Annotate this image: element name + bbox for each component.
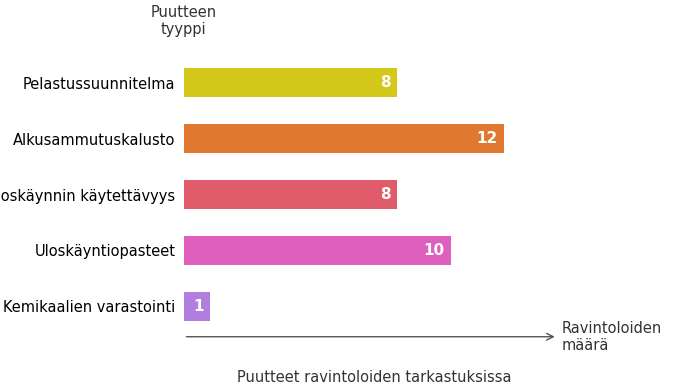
Text: Ravintoloiden
määrä: Ravintoloiden määrä: [561, 321, 662, 353]
Text: Puutteet ravintoloiden tarkastuksissa: Puutteet ravintoloiden tarkastuksissa: [237, 370, 511, 385]
Text: 8: 8: [380, 75, 390, 90]
Text: 8: 8: [380, 187, 390, 202]
Text: 10: 10: [423, 243, 444, 258]
Bar: [184, 124, 504, 153]
Text: 12: 12: [476, 131, 498, 146]
Text: 1: 1: [193, 299, 203, 314]
Bar: [184, 292, 210, 321]
Bar: [184, 180, 397, 209]
Bar: [184, 68, 397, 97]
Text: Puutteen
tyyppi: Puutteen tyyppi: [150, 5, 217, 37]
Bar: [184, 236, 451, 265]
